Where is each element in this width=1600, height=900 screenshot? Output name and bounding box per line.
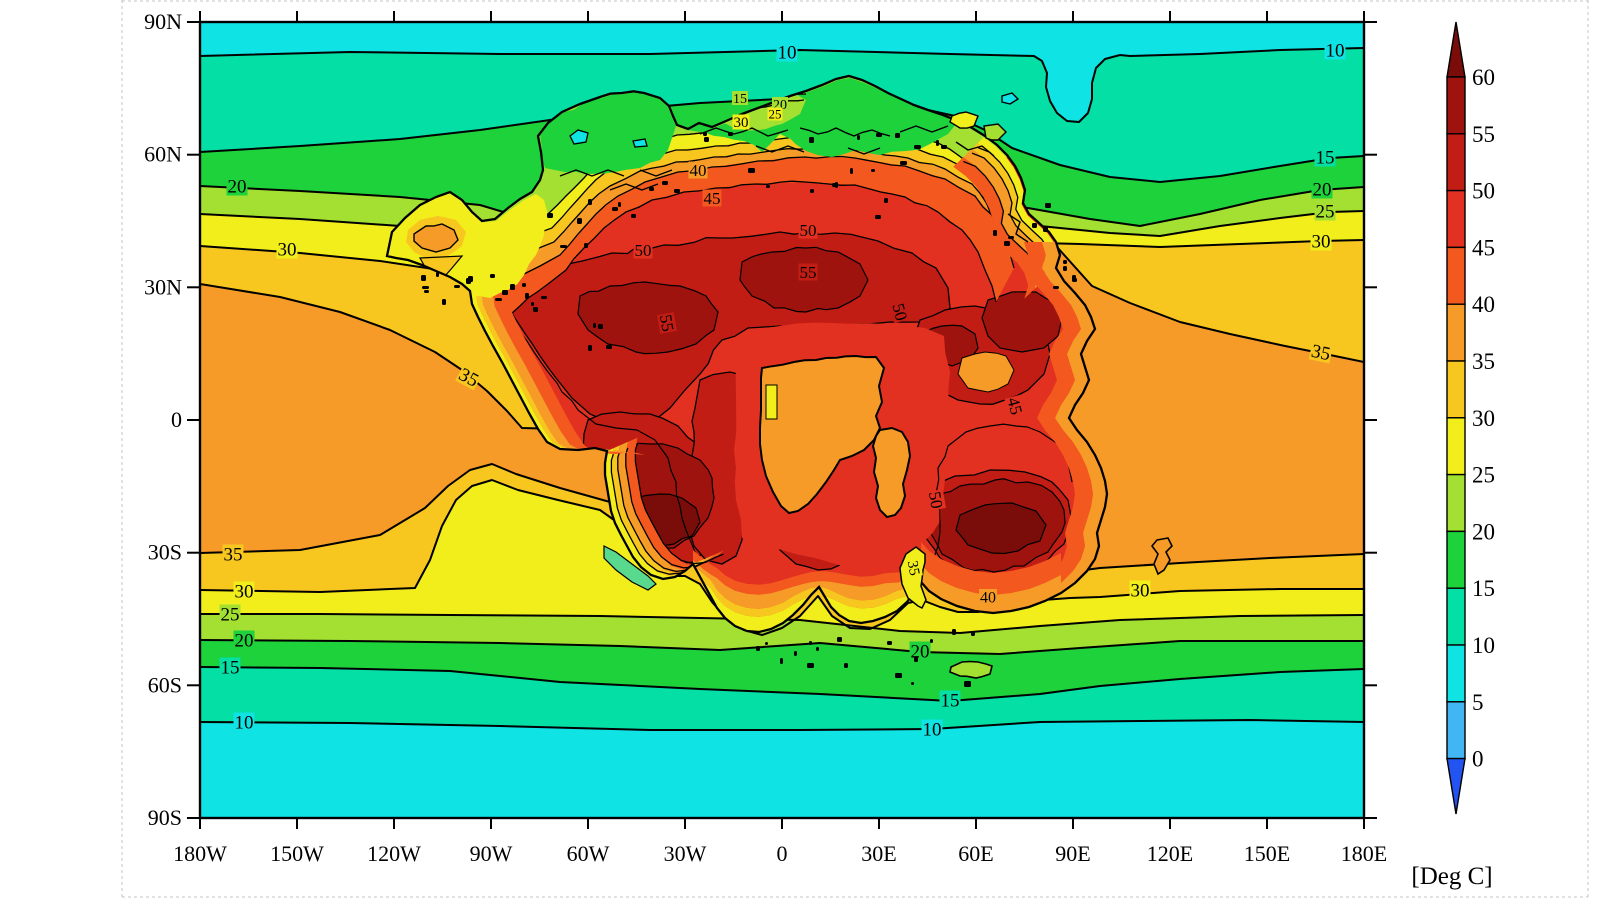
svg-text:10: 10	[778, 43, 797, 64]
svg-text:60: 60	[1472, 65, 1495, 90]
svg-text:15: 15	[221, 658, 240, 679]
svg-text:25: 25	[221, 605, 240, 626]
svg-text:50: 50	[635, 241, 652, 260]
svg-text:30: 30	[235, 582, 254, 603]
svg-text:180W: 180W	[173, 841, 227, 866]
svg-text:55: 55	[1472, 122, 1495, 147]
svg-text:30: 30	[278, 240, 297, 261]
svg-text:45: 45	[1003, 395, 1026, 416]
svg-text:45: 45	[1472, 235, 1495, 260]
svg-text:5: 5	[1472, 690, 1484, 715]
svg-text:30: 30	[1131, 581, 1150, 602]
svg-text:30: 30	[1472, 406, 1495, 431]
svg-text:90S: 90S	[148, 805, 182, 830]
svg-text:60W: 60W	[567, 841, 610, 866]
svg-text:35: 35	[904, 559, 922, 577]
svg-text:10: 10	[923, 720, 942, 741]
svg-text:20: 20	[1472, 519, 1495, 544]
svg-text:150W: 150W	[270, 841, 324, 866]
svg-text:15: 15	[733, 92, 747, 107]
svg-text:150E: 150E	[1244, 841, 1290, 866]
svg-text:15: 15	[1316, 148, 1335, 169]
svg-text:120W: 120W	[367, 841, 421, 866]
svg-text:90E: 90E	[1055, 841, 1090, 866]
svg-text:35: 35	[224, 545, 243, 566]
svg-text:90N: 90N	[144, 9, 182, 34]
svg-text:50: 50	[800, 221, 817, 240]
svg-text:10: 10	[1326, 41, 1345, 62]
svg-text:20: 20	[1313, 180, 1332, 201]
svg-text:180E: 180E	[1341, 841, 1387, 866]
svg-text:10: 10	[235, 713, 254, 734]
svg-text:55: 55	[656, 313, 678, 333]
svg-text:10: 10	[1472, 633, 1495, 658]
svg-text:0: 0	[1472, 747, 1484, 772]
svg-text:30S: 30S	[148, 540, 182, 565]
svg-text:40: 40	[1472, 292, 1495, 317]
svg-text:30: 30	[734, 115, 749, 131]
svg-text:40: 40	[690, 161, 707, 180]
svg-text:35: 35	[1472, 349, 1495, 374]
svg-text:30E: 30E	[861, 841, 896, 866]
svg-text:15: 15	[941, 691, 960, 712]
svg-text:25: 25	[769, 106, 782, 121]
svg-text:30N: 30N	[144, 274, 182, 299]
svg-text:50: 50	[925, 490, 947, 510]
svg-text:60S: 60S	[148, 672, 182, 697]
svg-text:50: 50	[1472, 179, 1495, 204]
svg-text:25: 25	[1472, 463, 1495, 488]
svg-text:50: 50	[888, 301, 911, 322]
svg-text:30W: 30W	[664, 841, 707, 866]
svg-text:15: 15	[1472, 576, 1495, 601]
svg-text:20: 20	[911, 642, 930, 663]
svg-text:120E: 120E	[1147, 841, 1193, 866]
svg-text:20: 20	[228, 177, 247, 198]
svg-text:35: 35	[1309, 341, 1332, 365]
svg-text:55: 55	[800, 263, 817, 282]
svg-text:60E: 60E	[958, 841, 993, 866]
svg-text:[Deg C]: [Deg C]	[1411, 863, 1492, 890]
svg-text:25: 25	[1316, 202, 1335, 223]
svg-text:90W: 90W	[470, 841, 513, 866]
svg-text:30: 30	[1312, 232, 1331, 253]
svg-text:60N: 60N	[144, 142, 182, 167]
svg-text:40: 40	[980, 589, 996, 606]
svg-text:0: 0	[777, 841, 788, 866]
svg-text:20: 20	[235, 631, 254, 652]
svg-text:45: 45	[704, 189, 721, 208]
svg-text:0: 0	[171, 407, 182, 432]
